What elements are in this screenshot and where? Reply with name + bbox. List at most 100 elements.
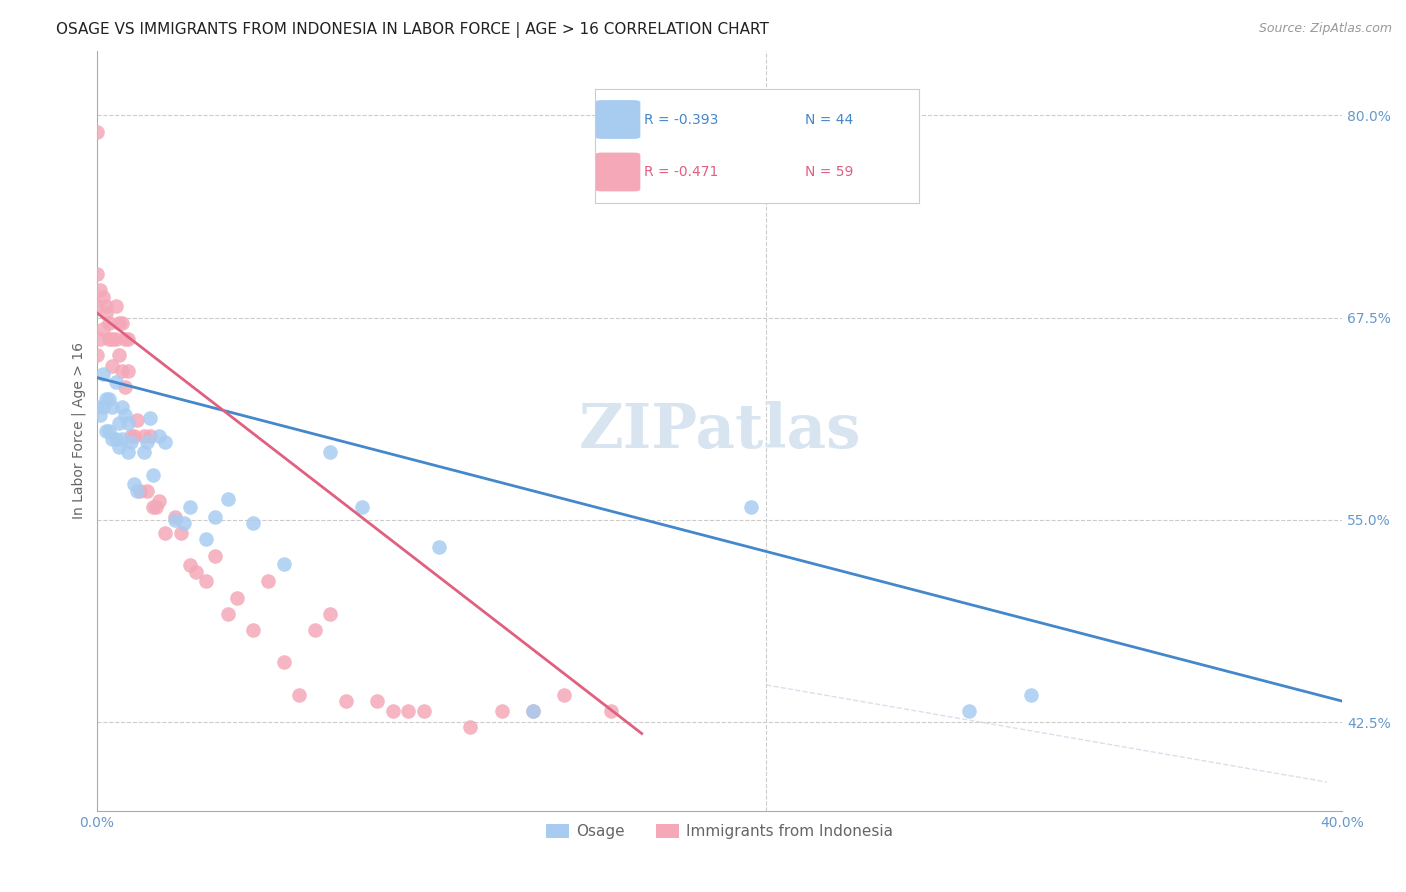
Point — [273, 656, 295, 670]
Point — [163, 509, 186, 524]
Point — [111, 432, 134, 446]
Point — [107, 348, 129, 362]
Point — [155, 435, 177, 450]
Point — [117, 364, 139, 378]
Point — [350, 500, 373, 514]
Point — [117, 445, 139, 459]
Point — [194, 533, 217, 547]
Point — [173, 516, 195, 531]
Point — [204, 509, 226, 524]
Point — [107, 440, 129, 454]
Point — [111, 364, 134, 378]
Point — [98, 392, 121, 406]
Point — [163, 513, 186, 527]
Y-axis label: In Labor Force | Age > 16: In Labor Force | Age > 16 — [72, 343, 86, 519]
Point — [132, 429, 155, 443]
Point — [427, 541, 450, 555]
Point — [127, 483, 149, 498]
Point — [522, 704, 544, 718]
Point — [96, 306, 118, 320]
Point — [101, 332, 124, 346]
Point — [120, 429, 142, 443]
Point — [96, 424, 118, 438]
Point — [132, 445, 155, 459]
Point — [304, 623, 326, 637]
Point — [104, 376, 127, 390]
Point — [599, 704, 621, 718]
Point — [120, 435, 142, 450]
Point — [553, 688, 575, 702]
Point — [104, 299, 127, 313]
Point — [142, 500, 165, 514]
Point — [111, 400, 134, 414]
Point — [91, 322, 114, 336]
Point — [89, 408, 111, 422]
Text: Source: ZipAtlas.com: Source: ZipAtlas.com — [1258, 22, 1392, 36]
Point — [86, 267, 108, 281]
Point — [122, 477, 145, 491]
Point — [288, 688, 311, 702]
Point — [135, 435, 157, 450]
Point — [111, 316, 134, 330]
Point — [396, 704, 419, 718]
Point — [114, 408, 136, 422]
Point — [366, 694, 388, 708]
Point — [242, 623, 264, 637]
Point — [273, 557, 295, 571]
Point — [135, 483, 157, 498]
Point — [89, 283, 111, 297]
Point — [148, 493, 170, 508]
Legend: Osage, Immigrants from Indonesia: Osage, Immigrants from Indonesia — [540, 818, 900, 846]
Point — [139, 411, 162, 425]
Text: OSAGE VS IMMIGRANTS FROM INDONESIA IN LABOR FORCE | AGE > 16 CORRELATION CHART: OSAGE VS IMMIGRANTS FROM INDONESIA IN LA… — [56, 22, 769, 38]
Point — [1019, 688, 1042, 702]
Point — [139, 429, 162, 443]
Point — [155, 525, 177, 540]
Point — [319, 607, 342, 621]
Point — [104, 332, 127, 346]
Point — [86, 348, 108, 362]
Point — [117, 332, 139, 346]
Point — [98, 316, 121, 330]
Point — [186, 565, 208, 579]
Point — [98, 332, 121, 346]
Point — [107, 316, 129, 330]
Point — [335, 694, 357, 708]
Point — [145, 500, 167, 514]
Point — [86, 400, 108, 414]
Point — [319, 445, 342, 459]
Point — [896, 817, 918, 831]
Point — [460, 720, 482, 734]
Point — [101, 432, 124, 446]
Point — [957, 704, 980, 718]
Point — [96, 299, 118, 313]
Point — [194, 574, 217, 589]
Point — [91, 290, 114, 304]
Point — [89, 332, 111, 346]
Point — [117, 416, 139, 430]
Point — [122, 429, 145, 443]
Point — [101, 400, 124, 414]
Point — [740, 500, 762, 514]
Point — [91, 368, 114, 382]
Text: ZIPatlas: ZIPatlas — [578, 401, 860, 461]
Point — [114, 380, 136, 394]
Point — [257, 574, 280, 589]
Point — [522, 704, 544, 718]
Point — [114, 332, 136, 346]
Point — [104, 432, 127, 446]
Point — [98, 424, 121, 438]
Point — [86, 299, 108, 313]
Point — [148, 429, 170, 443]
Point — [491, 704, 513, 718]
Point — [381, 704, 404, 718]
Point — [217, 607, 239, 621]
Point — [217, 491, 239, 506]
Point — [179, 500, 201, 514]
Point — [96, 392, 118, 406]
Point — [412, 704, 434, 718]
Point — [107, 416, 129, 430]
Point — [91, 400, 114, 414]
Point — [101, 359, 124, 374]
Point — [170, 525, 193, 540]
